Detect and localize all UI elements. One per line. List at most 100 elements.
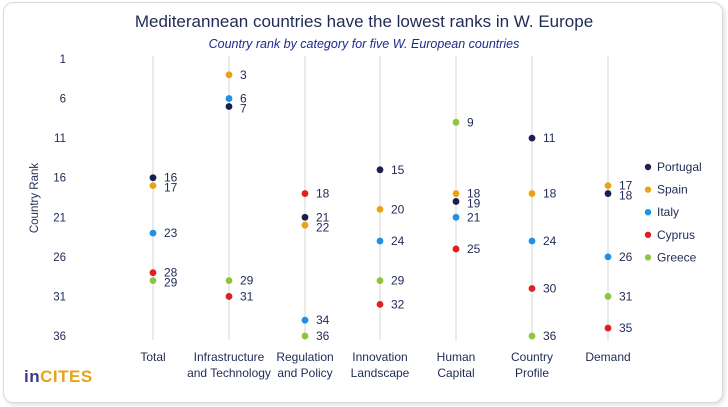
data-label: 21	[467, 210, 481, 224]
data-label: 18	[316, 187, 330, 201]
legend-label: Portugal	[657, 160, 702, 174]
data-label: 26	[619, 250, 633, 264]
x-tick-label: and Technology	[187, 366, 271, 380]
data-label: 30	[543, 282, 557, 296]
y-tick-label: 21	[53, 212, 66, 224]
data-point	[604, 324, 612, 332]
data-label: 32	[391, 297, 405, 311]
data-point	[225, 277, 233, 284]
data-label: 20	[391, 202, 405, 216]
legend-marker	[644, 163, 652, 171]
y-axis-label: Country Rank	[29, 163, 41, 234]
data-label: 29	[391, 274, 405, 288]
data-label: 24	[543, 234, 557, 248]
chart-title: Mediterannean countries have the lowest …	[134, 12, 594, 31]
data-point	[376, 205, 384, 213]
data-label: 11	[543, 131, 556, 145]
data-point	[604, 293, 612, 300]
data-point	[528, 285, 536, 292]
data-point	[149, 277, 157, 284]
data-point	[149, 174, 157, 182]
data-point	[452, 190, 460, 197]
data-label: 19	[467, 197, 481, 211]
data-point	[452, 118, 460, 126]
data-label: 36	[543, 329, 557, 343]
data-label: 35	[619, 321, 633, 335]
chart-subtitle: Country rank by category for five W. Eur…	[208, 37, 520, 51]
legend-label: Cyprus	[657, 228, 695, 242]
data-label: 9	[467, 115, 474, 129]
x-tick-label: Total	[140, 350, 165, 364]
data-label: 7	[240, 102, 247, 116]
data-point	[604, 182, 612, 190]
data-point	[376, 300, 384, 308]
data-point	[301, 190, 309, 197]
data-label: 29	[164, 276, 178, 290]
data-point	[528, 237, 536, 245]
data-point	[376, 277, 384, 284]
legend-marker	[644, 231, 652, 238]
y-tick-label: 36	[53, 331, 66, 343]
legend-marker	[644, 209, 652, 216]
y-tick-label: 31	[53, 291, 66, 303]
data-point	[301, 213, 309, 221]
legend-label: Italy	[657, 205, 679, 219]
data-point	[604, 190, 612, 197]
data-label: 17	[164, 181, 178, 195]
data-label: 18	[543, 187, 557, 201]
x-tick-label: Profile	[515, 366, 549, 380]
data-point	[225, 103, 233, 110]
data-point	[301, 221, 309, 229]
data-point	[376, 237, 384, 245]
legend-marker	[644, 254, 652, 261]
data-point	[528, 134, 536, 142]
data-label: 6	[240, 92, 247, 106]
data-point	[225, 71, 233, 79]
data-point	[301, 316, 309, 324]
x-tick-label: Infrastructure	[194, 350, 265, 364]
x-tick-label: Human	[437, 350, 476, 364]
data-point	[452, 245, 460, 253]
legend-label: Spain	[657, 183, 688, 197]
incites-logo: inCITES	[24, 367, 93, 386]
x-tick-label: and Policy	[277, 366, 332, 380]
data-point	[225, 95, 233, 102]
data-point	[225, 293, 233, 300]
y-tick-label: 16	[53, 173, 66, 185]
data-point	[149, 229, 157, 237]
data-label: 22	[316, 220, 330, 234]
data-label: 3	[240, 68, 247, 82]
x-tick-label: Demand	[585, 350, 630, 364]
data-point	[149, 182, 157, 190]
data-label: 16	[164, 171, 178, 185]
chart-frame	[3, 2, 723, 403]
data-label: 23	[164, 226, 178, 240]
data-point	[452, 198, 460, 205]
data-label: 24	[391, 234, 405, 248]
y-tick-label: 11	[54, 133, 66, 145]
data-point	[528, 332, 536, 340]
data-label: 15	[391, 163, 405, 177]
data-point	[149, 269, 157, 277]
data-point	[604, 253, 612, 261]
data-label: 18	[619, 189, 633, 203]
data-label: 21	[316, 210, 330, 224]
x-tick-label: Regulation	[276, 350, 333, 364]
data-label: 29	[240, 274, 254, 288]
data-label: 31	[240, 289, 254, 303]
data-label: 28	[164, 266, 178, 280]
data-label: 17	[619, 179, 633, 193]
data-point	[301, 332, 309, 340]
x-tick-label: Innovation	[352, 350, 407, 364]
x-tick-label: Landscape	[351, 366, 410, 380]
data-label: 25	[467, 242, 481, 256]
y-tick-label: 6	[60, 94, 66, 106]
data-point	[376, 166, 384, 174]
x-tick-label: Capital	[437, 366, 474, 380]
legend-label: Greece	[657, 250, 697, 264]
data-label: 34	[316, 313, 330, 327]
data-point	[452, 213, 460, 221]
data-label: 31	[619, 289, 633, 303]
data-label: 18	[467, 187, 481, 201]
